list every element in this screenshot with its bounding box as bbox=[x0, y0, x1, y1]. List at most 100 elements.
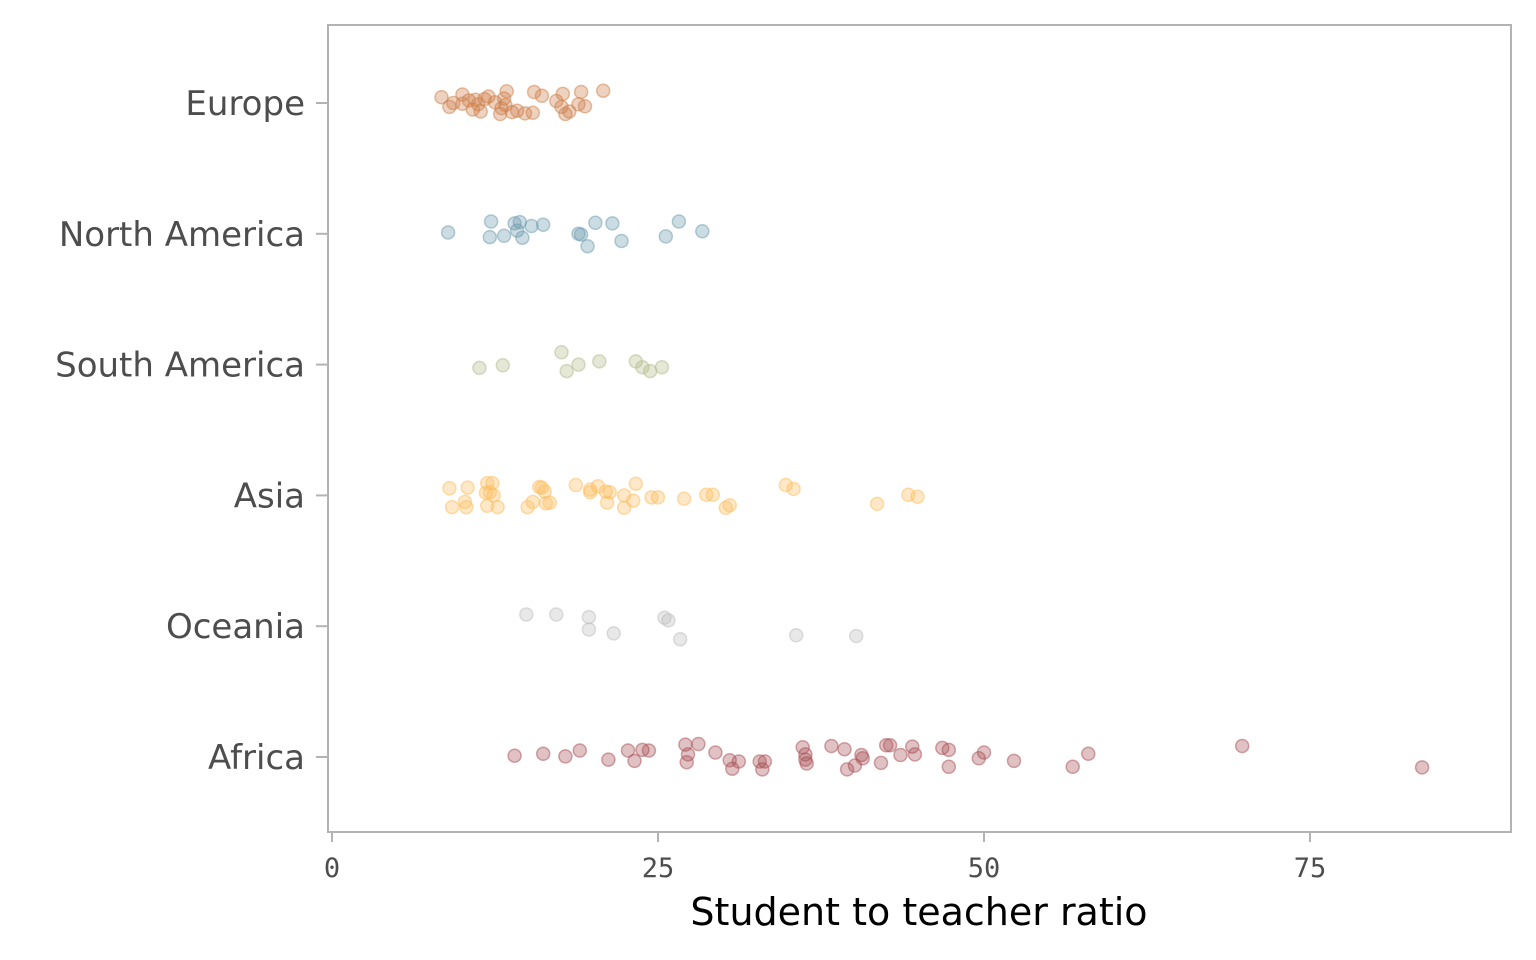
data-point bbox=[941, 742, 957, 758]
y-tick-label: Oceania bbox=[166, 607, 305, 647]
data-point bbox=[601, 752, 616, 767]
y-tick-label: Africa bbox=[208, 738, 305, 778]
data-point bbox=[672, 631, 688, 647]
data-point bbox=[482, 229, 498, 245]
data-point bbox=[520, 499, 535, 515]
data-point bbox=[837, 741, 852, 757]
data-point bbox=[755, 762, 770, 777]
data-point bbox=[442, 481, 457, 496]
data-point bbox=[893, 747, 908, 763]
data-point bbox=[778, 477, 794, 493]
y-axis: Europe North America South America Asia Ocea… bbox=[55, 84, 328, 778]
data-point bbox=[440, 225, 456, 240]
data-point bbox=[434, 89, 449, 105]
data-point bbox=[568, 477, 584, 493]
data-point bbox=[873, 755, 889, 771]
data-point bbox=[535, 746, 551, 762]
data-point bbox=[650, 490, 666, 505]
data-point bbox=[731, 754, 747, 769]
data-point bbox=[976, 745, 992, 760]
data-point bbox=[524, 218, 539, 234]
data-point bbox=[722, 497, 737, 513]
data-point bbox=[485, 475, 500, 491]
data-point bbox=[473, 104, 488, 119]
data-point bbox=[869, 496, 885, 512]
data-point bbox=[676, 491, 692, 506]
data-point bbox=[878, 738, 894, 753]
data-point bbox=[559, 363, 574, 379]
data-point bbox=[549, 607, 564, 622]
data-point bbox=[515, 230, 530, 245]
data-point bbox=[1006, 753, 1022, 769]
data-point bbox=[526, 84, 542, 100]
data-point bbox=[824, 738, 839, 754]
data-point bbox=[620, 743, 636, 758]
series-oceania bbox=[519, 607, 864, 647]
data-point bbox=[839, 762, 855, 777]
data-point bbox=[848, 628, 864, 644]
data-point bbox=[708, 745, 723, 760]
data-point bbox=[457, 494, 473, 510]
data-point bbox=[525, 105, 541, 121]
series-europe bbox=[434, 83, 611, 122]
y-tick-label: North America bbox=[59, 215, 305, 255]
data-point bbox=[614, 233, 629, 249]
data-point bbox=[602, 484, 618, 500]
x-tick-label: 75 bbox=[1294, 853, 1327, 884]
data-point bbox=[554, 345, 569, 360]
x-tick-label: 0 bbox=[324, 853, 340, 884]
data-point bbox=[882, 738, 898, 753]
plot-panel bbox=[327, 24, 1512, 833]
y-tick-label: Asia bbox=[234, 476, 305, 516]
data-point bbox=[507, 748, 522, 763]
data-point bbox=[534, 88, 550, 104]
data-point bbox=[519, 607, 534, 622]
data-point bbox=[472, 360, 487, 376]
data-point bbox=[571, 357, 586, 372]
data-point bbox=[535, 217, 551, 232]
data-point bbox=[661, 613, 676, 628]
data-points bbox=[434, 83, 1430, 777]
data-point bbox=[705, 487, 721, 503]
data-point bbox=[573, 84, 589, 100]
data-point bbox=[627, 753, 642, 769]
data-point bbox=[691, 736, 706, 752]
data-point bbox=[635, 359, 650, 375]
data-point bbox=[581, 609, 597, 625]
data-point bbox=[788, 628, 804, 643]
data-point bbox=[577, 99, 593, 114]
data-point bbox=[654, 359, 670, 375]
x-tick-label: 50 bbox=[968, 853, 1001, 884]
data-point bbox=[590, 479, 606, 494]
data-point bbox=[479, 498, 495, 514]
data-point bbox=[509, 103, 525, 119]
data-point bbox=[799, 756, 814, 771]
data-point bbox=[1234, 738, 1250, 754]
data-point bbox=[641, 743, 657, 758]
data-point bbox=[905, 739, 920, 754]
data-point bbox=[1414, 760, 1430, 775]
data-point bbox=[941, 759, 957, 775]
x-axis: 0 25 50 75 bbox=[324, 832, 1326, 884]
data-point bbox=[496, 228, 512, 244]
data-point bbox=[499, 84, 514, 99]
data-point bbox=[555, 86, 571, 102]
data-point bbox=[855, 751, 870, 766]
series-asia bbox=[442, 475, 925, 516]
y-tick-label: South America bbox=[55, 346, 305, 386]
data-point bbox=[490, 499, 505, 515]
data-point bbox=[495, 358, 511, 373]
x-tick-label: 25 bbox=[642, 853, 675, 884]
data-point bbox=[588, 215, 603, 231]
y-tick-label: Europe bbox=[185, 84, 305, 124]
data-point bbox=[460, 480, 475, 495]
series-south-america bbox=[472, 345, 670, 379]
data-point bbox=[580, 238, 595, 254]
data-point bbox=[1081, 746, 1096, 762]
x-axis-title: Student to teacher ratio bbox=[690, 890, 1147, 934]
data-point bbox=[525, 494, 541, 510]
data-point bbox=[558, 749, 573, 764]
data-point bbox=[625, 493, 641, 508]
series-africa bbox=[507, 736, 1430, 777]
